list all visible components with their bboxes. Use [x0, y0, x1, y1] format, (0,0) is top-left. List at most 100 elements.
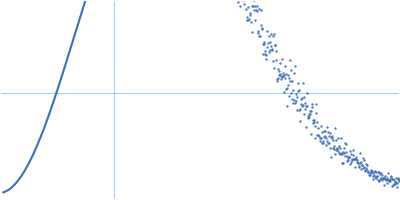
- Point: [259, 28, 265, 31]
- Point: [362, 168, 368, 172]
- Point: [275, 77, 281, 80]
- Point: [288, 97, 295, 101]
- Point: [333, 139, 339, 142]
- Point: [394, 181, 400, 185]
- Point: [354, 159, 360, 162]
- Point: [323, 144, 329, 147]
- Point: [261, 40, 268, 44]
- Point: [240, 0, 246, 1]
- Point: [294, 108, 300, 111]
- Point: [328, 156, 334, 159]
- Point: [323, 125, 330, 128]
- Point: [369, 169, 375, 172]
- Point: [255, 30, 261, 33]
- Point: [353, 155, 360, 158]
- Point: [382, 177, 388, 181]
- Point: [267, 32, 274, 35]
- Point: [313, 103, 320, 106]
- Point: [396, 179, 400, 182]
- Point: [396, 180, 400, 183]
- Point: [253, 9, 259, 12]
- Point: [299, 97, 305, 100]
- Point: [234, 0, 241, 4]
- Point: [353, 157, 359, 161]
- Point: [344, 155, 350, 158]
- Point: [305, 114, 312, 118]
- Point: [376, 172, 383, 175]
- Point: [377, 177, 383, 180]
- Point: [385, 171, 391, 174]
- Point: [386, 179, 392, 182]
- Point: [334, 146, 340, 150]
- Point: [286, 95, 292, 98]
- Point: [319, 141, 325, 144]
- Point: [282, 77, 288, 80]
- Point: [328, 135, 334, 139]
- Point: [265, 34, 272, 37]
- Point: [374, 178, 381, 181]
- Point: [268, 48, 275, 51]
- Point: [258, 24, 265, 27]
- Point: [344, 160, 350, 163]
- Point: [309, 102, 316, 106]
- Point: [297, 108, 303, 111]
- Point: [384, 177, 390, 180]
- Point: [269, 59, 276, 62]
- Point: [298, 98, 304, 101]
- Point: [319, 142, 326, 145]
- Point: [314, 121, 321, 124]
- Point: [304, 104, 310, 107]
- Point: [334, 147, 340, 151]
- Point: [313, 112, 319, 115]
- Point: [356, 164, 363, 167]
- Point: [259, 27, 266, 30]
- Point: [288, 92, 294, 95]
- Point: [372, 169, 378, 172]
- Point: [359, 163, 365, 167]
- Point: [302, 102, 308, 105]
- Point: [344, 156, 351, 159]
- Point: [332, 126, 338, 129]
- Point: [371, 173, 377, 177]
- Point: [318, 131, 325, 134]
- Point: [254, 5, 260, 8]
- Point: [338, 151, 344, 154]
- Point: [312, 124, 319, 128]
- Point: [325, 130, 331, 133]
- Point: [358, 160, 365, 163]
- Point: [272, 43, 278, 46]
- Point: [296, 88, 302, 91]
- Point: [339, 152, 346, 156]
- Point: [261, 42, 267, 45]
- Point: [370, 171, 377, 174]
- Point: [290, 98, 297, 101]
- Point: [276, 73, 282, 76]
- Point: [370, 175, 376, 178]
- Point: [287, 58, 294, 61]
- Point: [342, 143, 349, 146]
- Point: [294, 96, 300, 99]
- Point: [334, 137, 341, 140]
- Point: [332, 148, 339, 152]
- Point: [236, 5, 243, 8]
- Point: [277, 61, 283, 64]
- Point: [356, 166, 362, 169]
- Point: [307, 113, 313, 116]
- Point: [392, 182, 398, 186]
- Point: [328, 134, 335, 137]
- Point: [316, 134, 322, 137]
- Point: [307, 109, 314, 113]
- Point: [284, 86, 290, 89]
- Point: [371, 175, 378, 179]
- Point: [375, 170, 381, 174]
- Point: [331, 145, 337, 148]
- Point: [384, 181, 390, 185]
- Point: [310, 119, 317, 122]
- Point: [243, 7, 250, 10]
- Point: [348, 153, 354, 156]
- Point: [293, 92, 300, 95]
- Point: [285, 74, 291, 77]
- Point: [256, 8, 263, 11]
- Point: [341, 146, 348, 150]
- Point: [322, 135, 328, 138]
